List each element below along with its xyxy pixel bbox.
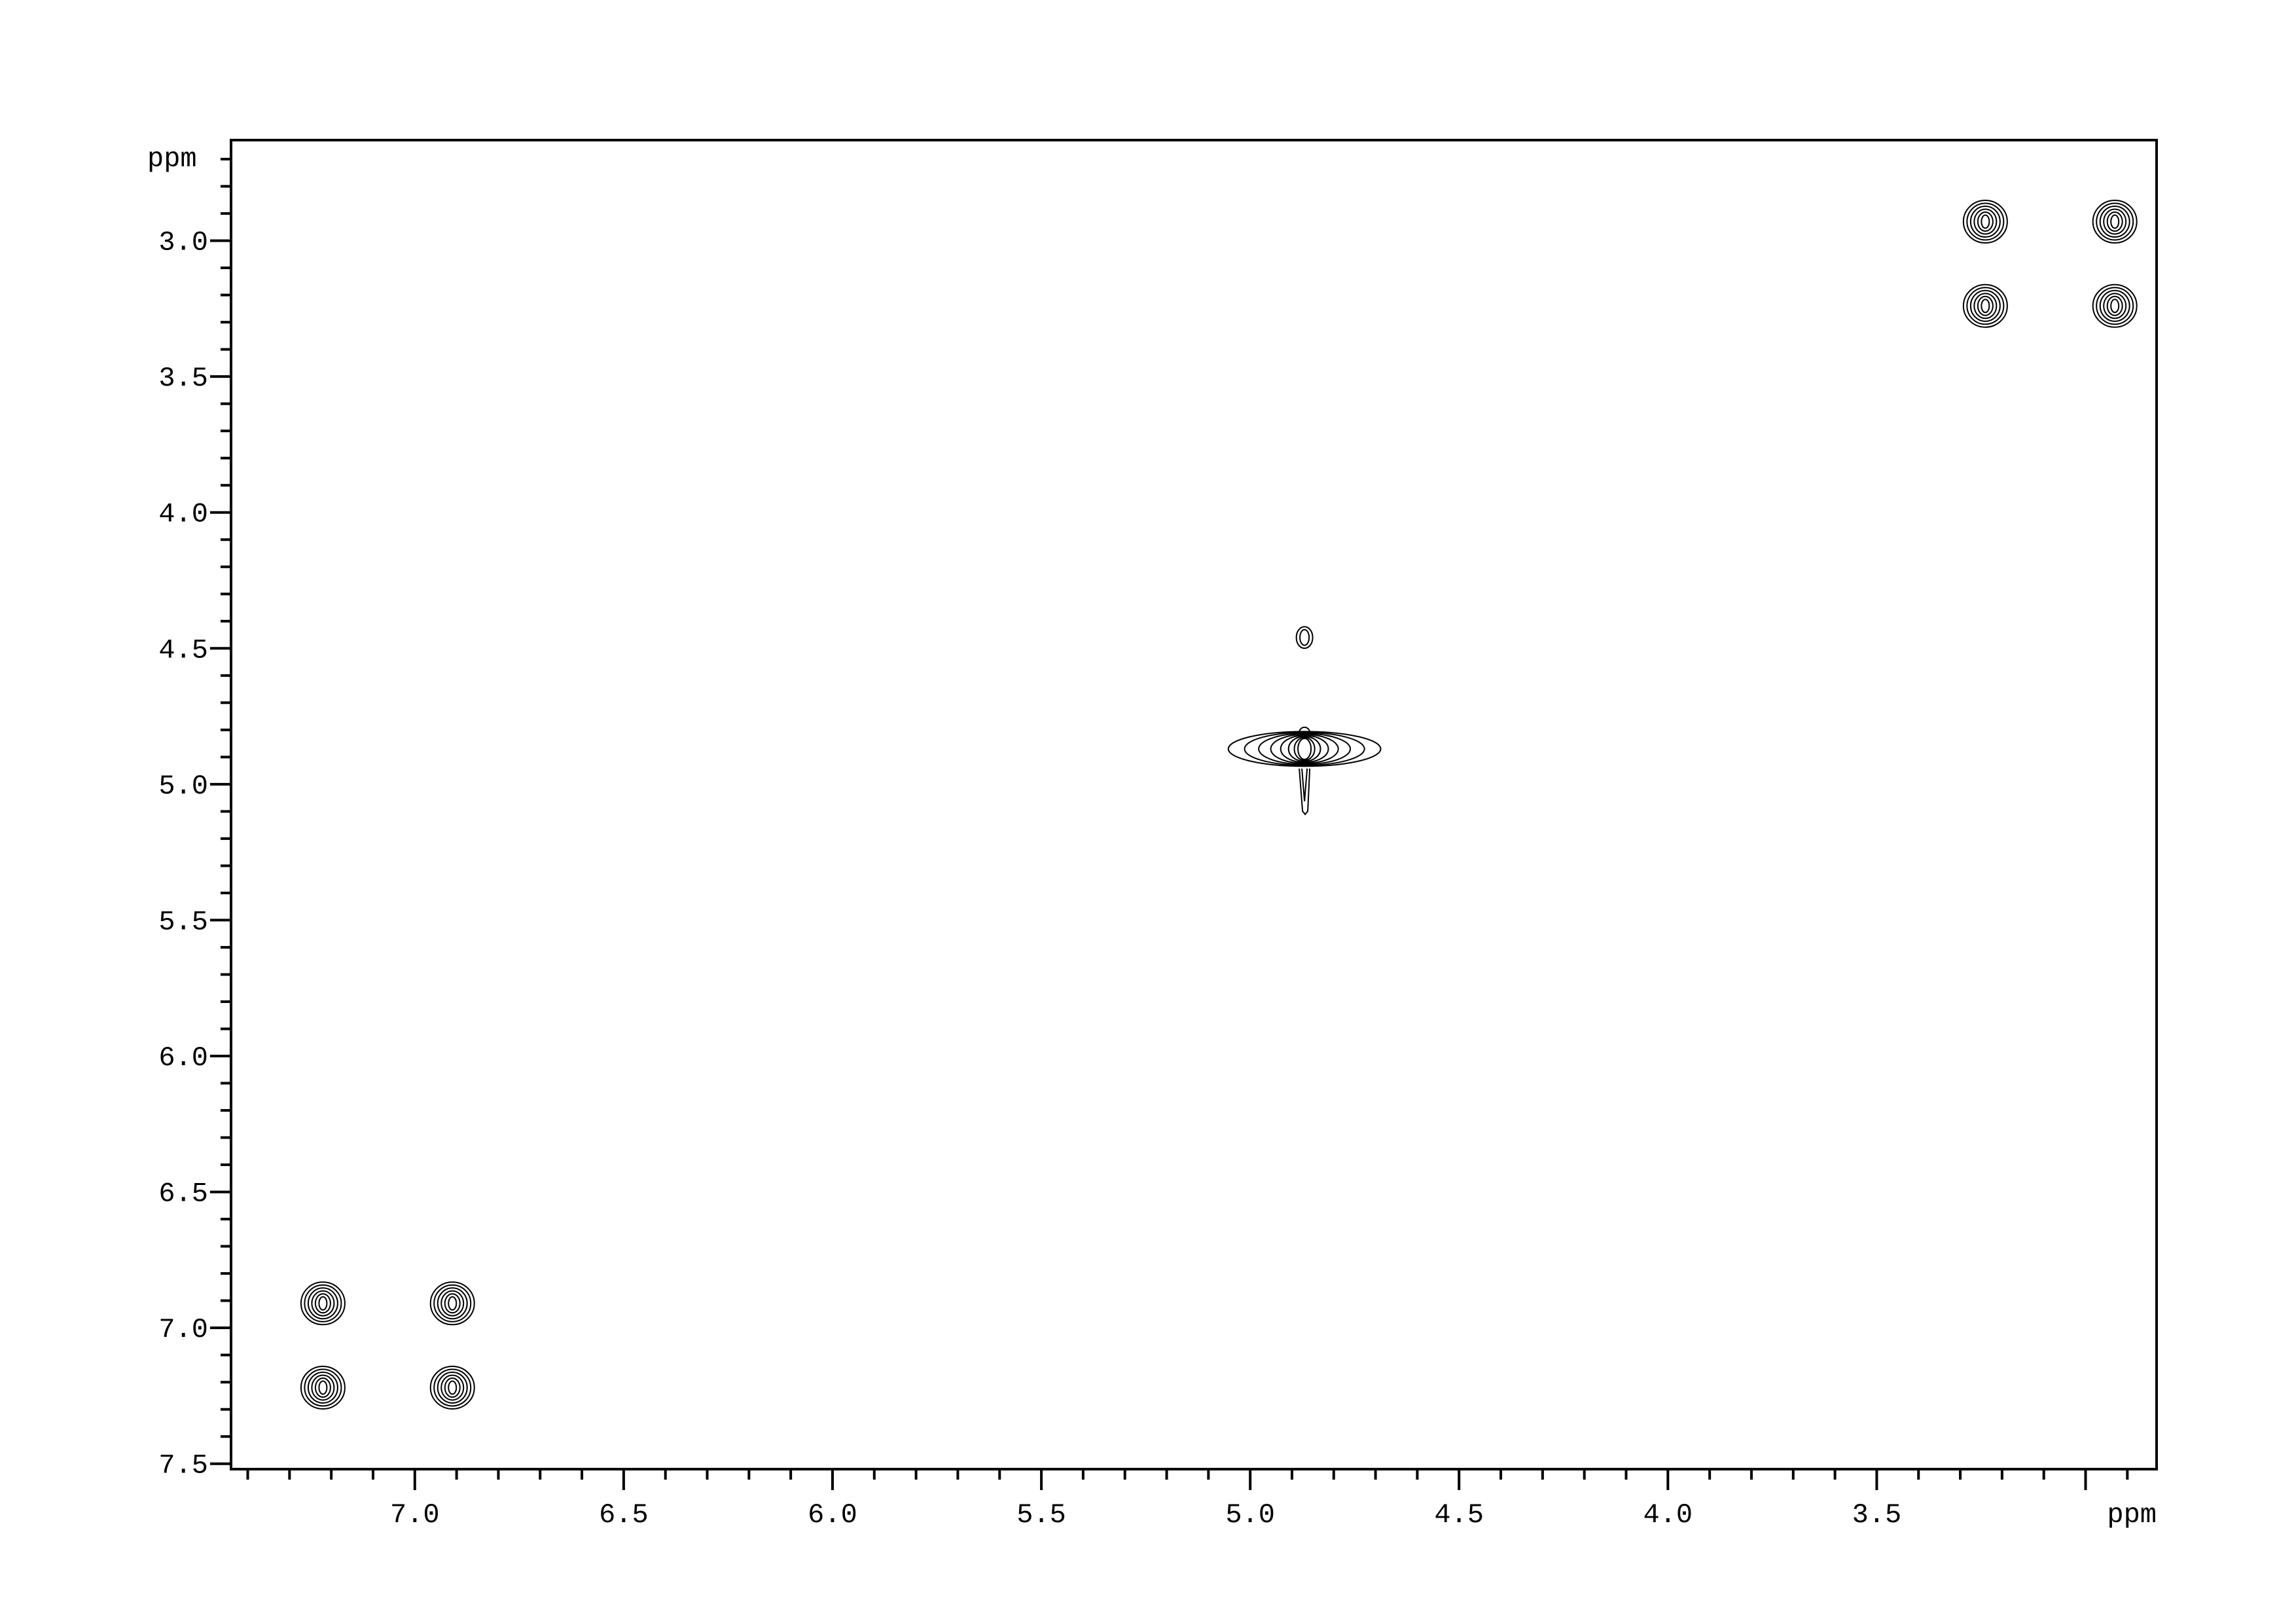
contour-peak bbox=[1962, 200, 2008, 244]
contour-line bbox=[2096, 287, 2134, 325]
contour-line bbox=[1258, 733, 1352, 765]
plot-frame bbox=[230, 139, 2158, 1470]
contour-line bbox=[1280, 735, 1329, 763]
contour-line bbox=[1973, 208, 1998, 235]
contour-peak bbox=[1227, 726, 1382, 816]
x-tick-label: 7.0 bbox=[390, 1499, 440, 1531]
contour-line bbox=[440, 1374, 465, 1401]
x-tick-label: 3.5 bbox=[1852, 1499, 1902, 1531]
x-tick-label: 4.5 bbox=[1434, 1499, 1484, 1531]
contour-tail bbox=[1299, 768, 1311, 816]
contour-line bbox=[437, 1287, 468, 1320]
contour-line bbox=[1966, 287, 2005, 325]
contour-line bbox=[311, 1374, 335, 1401]
contour-line bbox=[1966, 202, 2005, 241]
contour-line bbox=[318, 1380, 328, 1395]
contour-peaks bbox=[300, 200, 2138, 1410]
contour-line bbox=[2092, 200, 2138, 244]
contour-line bbox=[1969, 289, 2001, 322]
y-tick-label: 7.0 bbox=[158, 1314, 208, 1345]
y-tick-label: 3.5 bbox=[158, 363, 208, 394]
contour-line bbox=[2096, 202, 2134, 241]
axis-ticks bbox=[210, 158, 2129, 1490]
contour-line bbox=[433, 1368, 472, 1407]
contour-tail bbox=[1301, 768, 1308, 801]
contour-line bbox=[1244, 731, 1365, 766]
x-tick-label: 5.0 bbox=[1225, 1499, 1275, 1531]
y-axis-label: ppm bbox=[147, 143, 197, 175]
contour-line bbox=[1977, 295, 1994, 316]
contour-peak bbox=[300, 1365, 346, 1410]
contour-line bbox=[1299, 726, 1311, 739]
contour-peak bbox=[1962, 283, 2008, 328]
contour-line bbox=[314, 1377, 331, 1398]
contour-line bbox=[1977, 211, 1994, 232]
contour-line bbox=[1299, 629, 1310, 646]
contour-peak bbox=[2092, 283, 2138, 328]
contour-line bbox=[448, 1296, 457, 1311]
x-axis-label: ppm bbox=[2107, 1499, 2157, 1531]
contour-line bbox=[1969, 206, 2001, 238]
contour-line bbox=[2092, 283, 2138, 328]
y-tick-label: 3.0 bbox=[158, 227, 208, 259]
contour-line bbox=[448, 1380, 457, 1395]
contour-line bbox=[437, 1371, 468, 1404]
contour-line bbox=[1287, 735, 1321, 762]
contour-line bbox=[2103, 208, 2127, 235]
contour-line bbox=[314, 1293, 331, 1314]
contour-line bbox=[300, 1281, 346, 1326]
contour-line bbox=[2106, 211, 2123, 232]
contour-peak bbox=[429, 1365, 475, 1410]
contour-line bbox=[1297, 737, 1312, 760]
contour-line bbox=[318, 1296, 328, 1311]
contour-line bbox=[2099, 289, 2130, 322]
y-tick-label: 7.5 bbox=[158, 1450, 208, 1482]
contour-peak bbox=[1295, 626, 1314, 649]
contour-peak bbox=[429, 1281, 475, 1326]
contour-line bbox=[304, 1368, 342, 1407]
contour-line bbox=[304, 1284, 342, 1322]
contour-line bbox=[1962, 283, 2008, 328]
contour-line bbox=[1295, 626, 1314, 649]
x-tick-label: 5.5 bbox=[1016, 1499, 1066, 1531]
contour-line bbox=[433, 1284, 472, 1322]
x-tick-label: 6.5 bbox=[599, 1499, 649, 1531]
contour-line bbox=[2110, 214, 2120, 229]
contour-line bbox=[440, 1290, 465, 1317]
contour-line bbox=[2106, 295, 2123, 316]
contour-line bbox=[307, 1287, 338, 1320]
contour-line bbox=[1962, 200, 2008, 244]
y-tick-label: 6.5 bbox=[158, 1178, 208, 1210]
contour-line bbox=[444, 1293, 461, 1314]
x-tick-label: 6.0 bbox=[808, 1499, 857, 1531]
contour-line bbox=[1973, 293, 1998, 319]
x-tick-label: 4.0 bbox=[1643, 1499, 1693, 1531]
contour-line bbox=[429, 1281, 475, 1326]
contour-line bbox=[429, 1365, 475, 1410]
y-tick-label: 5.5 bbox=[158, 906, 208, 938]
contour-line bbox=[307, 1371, 338, 1404]
contour-line bbox=[311, 1290, 335, 1317]
y-tick-label: 6.0 bbox=[158, 1042, 208, 1074]
contour-peak bbox=[2092, 200, 2138, 244]
y-tick-label: 5.0 bbox=[158, 771, 208, 802]
contour-line bbox=[1227, 731, 1382, 767]
contour-line bbox=[1981, 299, 1990, 314]
contour-line bbox=[2099, 206, 2130, 238]
contour-line bbox=[1981, 214, 1990, 229]
contour-line bbox=[2103, 293, 2127, 319]
axis-tick-labels: 7.0 6.5 6.0 5.5 5.0 4.5 4.0 3.5 3.0 3.5 4.0 4.5 5.0 5… bbox=[158, 227, 1901, 1531]
contour-peak bbox=[300, 1281, 346, 1326]
contour-line bbox=[2110, 299, 2120, 314]
contour-line bbox=[300, 1365, 346, 1410]
y-tick-label: 4.5 bbox=[158, 634, 208, 666]
contour-line bbox=[444, 1377, 461, 1398]
contour-line bbox=[1270, 733, 1339, 764]
y-tick-label: 4.0 bbox=[158, 499, 208, 530]
